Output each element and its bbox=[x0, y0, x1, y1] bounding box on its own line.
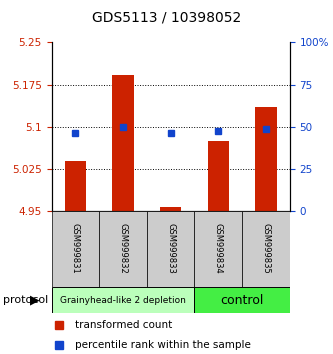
Text: Grainyhead-like 2 depletion: Grainyhead-like 2 depletion bbox=[60, 296, 186, 304]
Text: transformed count: transformed count bbox=[75, 320, 173, 330]
Text: GSM999831: GSM999831 bbox=[71, 223, 80, 274]
Bar bbox=[207, 141, 229, 211]
Text: GSM999833: GSM999833 bbox=[166, 223, 175, 274]
Bar bbox=[147, 211, 194, 287]
Bar bbox=[194, 287, 290, 313]
Text: control: control bbox=[220, 293, 264, 307]
Text: GSM999832: GSM999832 bbox=[119, 223, 128, 274]
Text: percentile rank within the sample: percentile rank within the sample bbox=[75, 340, 251, 350]
Bar bbox=[194, 211, 242, 287]
Text: GSM999834: GSM999834 bbox=[214, 223, 223, 274]
Bar bbox=[99, 211, 147, 287]
Bar bbox=[65, 161, 86, 211]
Bar bbox=[160, 207, 181, 211]
Bar bbox=[112, 75, 134, 211]
Text: ▶: ▶ bbox=[30, 293, 40, 307]
Bar bbox=[52, 211, 99, 287]
Text: protocol: protocol bbox=[3, 295, 49, 305]
Text: GSM999835: GSM999835 bbox=[261, 223, 270, 274]
Bar bbox=[242, 211, 290, 287]
Bar bbox=[255, 107, 277, 211]
Text: GDS5113 / 10398052: GDS5113 / 10398052 bbox=[92, 11, 241, 25]
Bar bbox=[52, 287, 194, 313]
